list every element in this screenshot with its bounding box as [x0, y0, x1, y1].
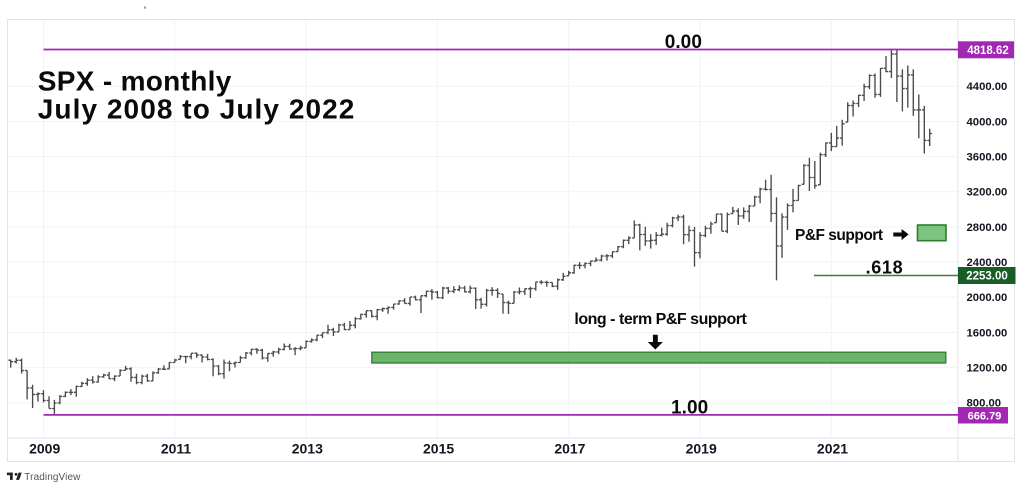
svg-text:4400.00: 4400.00	[967, 81, 1008, 93]
svg-text:2000.00: 2000.00	[967, 292, 1008, 304]
svg-text:July 2008 to July 2022: July 2008 to July 2022	[38, 94, 355, 125]
svg-text:3200.00: 3200.00	[967, 187, 1008, 199]
svg-text:1200.00: 1200.00	[967, 363, 1008, 375]
svg-text:4000.00: 4000.00	[967, 116, 1008, 128]
svg-text:4818.62: 4818.62	[967, 45, 1009, 57]
svg-text:1.00: 1.00	[671, 398, 708, 419]
svg-text:0.00: 0.00	[665, 32, 702, 53]
svg-text:.618: .618	[866, 258, 903, 278]
svg-text:2009: 2009	[29, 441, 60, 457]
svg-text:666.79: 666.79	[968, 411, 1002, 423]
svg-text:long - term P&F support: long - term P&F support	[574, 311, 747, 328]
svg-text:2400.00: 2400.00	[967, 257, 1008, 269]
svg-text:1600.00: 1600.00	[967, 327, 1008, 339]
svg-text:2011: 2011	[161, 441, 192, 457]
svg-text:P&F support: P&F support	[795, 227, 883, 244]
svg-text:800.00: 800.00	[967, 398, 1002, 410]
svg-text:2017: 2017	[554, 441, 585, 457]
svg-text:3600.00: 3600.00	[967, 152, 1008, 164]
svg-text:2021: 2021	[817, 441, 848, 457]
svg-text:TradingView: TradingView	[24, 472, 81, 483]
svg-text:2019: 2019	[686, 441, 717, 457]
svg-text:2253.00: 2253.00	[966, 271, 1008, 283]
svg-text:2015: 2015	[423, 441, 454, 457]
svg-text:2013: 2013	[292, 441, 323, 457]
svg-text:SPX - monthly: SPX - monthly	[38, 65, 232, 96]
svg-text:2800.00: 2800.00	[967, 222, 1008, 234]
